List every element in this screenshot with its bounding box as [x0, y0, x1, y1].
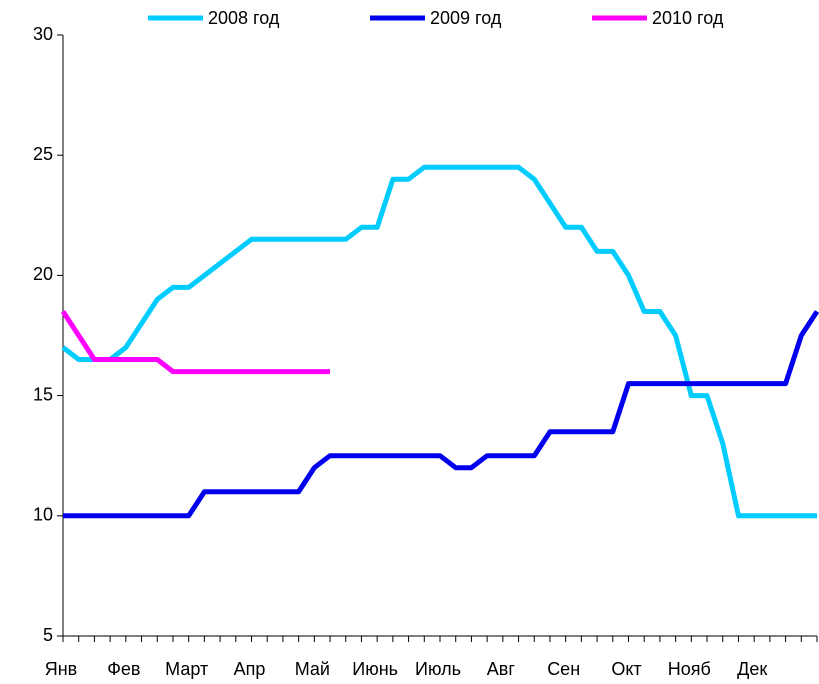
- x-tick-label: Июнь: [352, 659, 398, 679]
- y-tick-label: 5: [43, 625, 53, 645]
- y-tick-label: 10: [33, 505, 53, 525]
- x-tick-label: Авг: [487, 659, 516, 679]
- x-tick-label: Янв: [45, 659, 78, 679]
- x-tick-label: Окт: [611, 659, 641, 679]
- line-series: [63, 310, 819, 519]
- x-tick-label: Март: [165, 659, 208, 679]
- x-tick-label: Фев: [107, 659, 140, 679]
- x-tick-label: Май: [295, 659, 330, 679]
- y-tick-label: 20: [33, 264, 53, 284]
- y-tick-label: 30: [33, 24, 53, 44]
- x-tick-label: Дек: [737, 659, 767, 679]
- y-tick-label: 15: [33, 384, 53, 404]
- y-tick-label: 25: [33, 144, 53, 164]
- legend-label: 2008 год: [208, 8, 280, 28]
- line-series: [60, 310, 330, 375]
- legend-label: 2010 год: [652, 8, 724, 28]
- x-tick-label: Сен: [547, 659, 580, 679]
- line-series: [61, 164, 817, 519]
- x-tick-label: Июль: [415, 659, 461, 679]
- x-tick-label: Нояб: [668, 659, 711, 679]
- legend-label: 2009 год: [430, 8, 502, 28]
- x-tick-label: Апр: [234, 659, 266, 679]
